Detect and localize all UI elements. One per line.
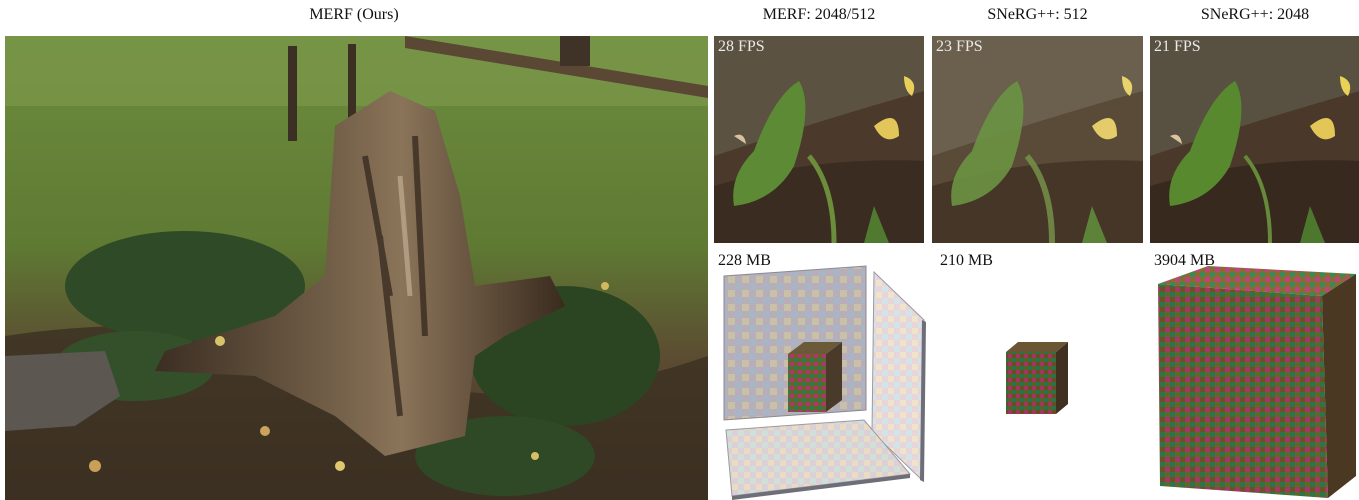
snerg-2048-cube-top xyxy=(1158,266,1356,296)
memory-label-merf: 228 MB xyxy=(718,252,771,269)
snerg-512-cube-front xyxy=(1006,352,1056,414)
crop-merf-image: 28 FPS xyxy=(714,36,924,243)
snerg-2048-cube-side xyxy=(1322,274,1356,498)
caption-snerg-2048: SNeRG++: 2048 xyxy=(1200,6,1310,23)
snerg-2048-cube-front xyxy=(1158,284,1328,498)
memory-label-snerg-512: 210 MB xyxy=(940,252,993,269)
snerg-512-grid-cube-diagram xyxy=(932,262,1143,500)
caption-merf-ours: MERF (Ours) xyxy=(309,6,399,23)
fps-label-merf: 28 FPS xyxy=(718,38,765,55)
caption-snerg-512: SNeRG++: 512 xyxy=(987,6,1088,23)
fps-label-snerg-512: 23 FPS xyxy=(936,38,983,55)
snerg-2048-grid-cube-diagram xyxy=(1150,262,1359,500)
memory-label-snerg-2048: 3904 MB xyxy=(1154,252,1215,269)
caption-merf-2048-512: MERF: 2048/512 xyxy=(762,6,876,23)
crop-snerg-512-image: 23 FPS xyxy=(932,36,1143,243)
merf-triplane-grid-diagram xyxy=(714,262,928,500)
fps-label-snerg-2048: 21 FPS xyxy=(1154,38,1201,55)
main-render-stump-image xyxy=(5,36,708,500)
crop-snerg-2048-image: 21 FPS xyxy=(1150,36,1359,243)
merf-small-grid-cube-front xyxy=(788,354,826,412)
